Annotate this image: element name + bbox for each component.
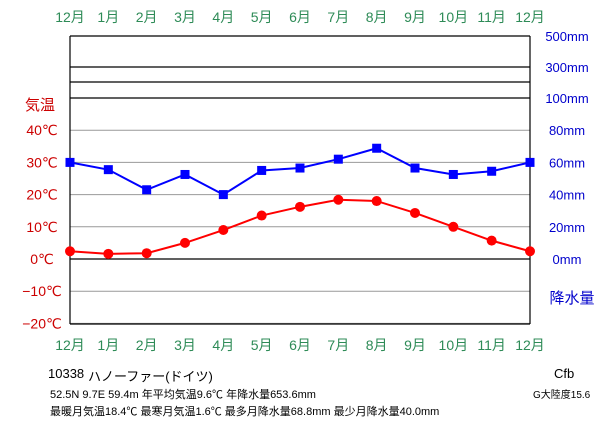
station-summary-line2: 最暖月気温18.4℃ 最寒月気温1.6℃ 最多月降水量68.8mm 最少月降水量… xyxy=(50,406,440,418)
climate-class: Cfb xyxy=(554,366,575,381)
precipitation-tick-label: 80mm xyxy=(549,123,585,138)
temperature-tick-label: 0℃ xyxy=(30,251,54,267)
temperature-point xyxy=(256,210,267,221)
temperature-point xyxy=(333,194,344,205)
precipitation-point xyxy=(103,165,113,175)
precipitation-axis-title: 降水量 xyxy=(549,290,594,307)
precipitation-tick-label: 40mm xyxy=(549,188,585,203)
month-label-bottom: 10月 xyxy=(439,337,469,353)
month-label-top: 5月 xyxy=(251,9,273,25)
precipitation-point xyxy=(372,143,382,153)
precipitation-tick-label: 0mm xyxy=(553,252,582,267)
precipitation-point xyxy=(410,163,420,173)
month-label-bottom: 12月 xyxy=(55,337,85,353)
month-label-top: 2月 xyxy=(136,9,158,25)
month-label-bottom: 8月 xyxy=(366,337,388,353)
month-label-top: 12月 xyxy=(515,9,545,25)
precipitation-point xyxy=(257,165,267,175)
month-label-bottom: 12月 xyxy=(515,337,545,353)
temperature-tick-label: 10℃ xyxy=(26,219,57,235)
temperature-tick-label: 20℃ xyxy=(26,187,57,203)
precipitation-point xyxy=(295,163,305,173)
precipitation-upper-tick-label: 300mm xyxy=(545,60,588,75)
temperature-axis-title: 気温 xyxy=(25,97,55,114)
precipitation-point xyxy=(142,185,152,195)
month-label-bottom: 4月 xyxy=(212,337,234,353)
temperature-point xyxy=(180,237,190,248)
precipitation-point xyxy=(525,157,535,167)
month-label-bottom: 9月 xyxy=(404,337,426,353)
precipitation-point xyxy=(333,154,343,164)
month-label-top: 1月 xyxy=(97,9,119,25)
month-label-top: 10月 xyxy=(439,9,469,25)
month-label-bottom: 6月 xyxy=(289,337,311,353)
station-name: ハノーファー(ドイツ) xyxy=(88,369,213,384)
temperature-point xyxy=(525,246,535,257)
month-label-top: 12月 xyxy=(55,9,85,25)
temperature-tick-label: −20℃ xyxy=(22,315,61,331)
temperature-point xyxy=(65,246,75,257)
month-label-bottom: 11月 xyxy=(477,337,506,353)
month-label-top: 11月 xyxy=(477,9,506,25)
month-label-top: 3月 xyxy=(174,9,196,25)
precipitation-tick-label: 60mm xyxy=(549,155,585,170)
temperature-point xyxy=(371,196,382,207)
precipitation-upper-tick-label: 500mm xyxy=(545,29,588,44)
month-label-bottom: 1月 xyxy=(97,337,119,353)
precipitation-point xyxy=(448,169,458,179)
month-label-bottom: 3月 xyxy=(174,337,196,353)
temperature-point xyxy=(141,248,152,259)
precipitation-tick-label: 20mm xyxy=(549,220,585,235)
temperature-tick-label: 40℃ xyxy=(26,122,57,138)
temperature-point xyxy=(486,235,497,246)
temperature-point xyxy=(410,207,420,218)
month-label-top: 8月 xyxy=(366,9,388,25)
continentality-index: G大陸度15.6 xyxy=(533,390,591,401)
month-label-bottom: 5月 xyxy=(251,337,273,353)
month-label-top: 4月 xyxy=(212,9,234,25)
precipitation-point xyxy=(218,190,228,200)
month-label-top: 9月 xyxy=(404,9,426,25)
month-label-bottom: 7月 xyxy=(327,337,349,353)
month-label-top: 6月 xyxy=(289,9,311,25)
station-id: 10338 xyxy=(48,366,85,381)
temperature-point xyxy=(218,225,229,236)
temperature-point xyxy=(448,221,459,232)
temperature-tick-label: −10℃ xyxy=(22,283,61,299)
temperature-point xyxy=(295,201,305,212)
precipitation-point xyxy=(487,166,497,176)
temperature-tick-label: 30℃ xyxy=(26,154,57,170)
month-label-top: 7月 xyxy=(327,9,349,25)
month-label-bottom: 2月 xyxy=(136,337,158,353)
precipitation-point xyxy=(65,157,75,167)
precipitation-upper-tick-label: 100mm xyxy=(545,91,588,106)
temperature-point xyxy=(103,248,114,259)
station-summary-line1: 52.5N 9.7E 59.4m 年平均気温9.6℃ 年降水量653.6mm xyxy=(50,389,316,401)
precipitation-point xyxy=(180,169,190,179)
